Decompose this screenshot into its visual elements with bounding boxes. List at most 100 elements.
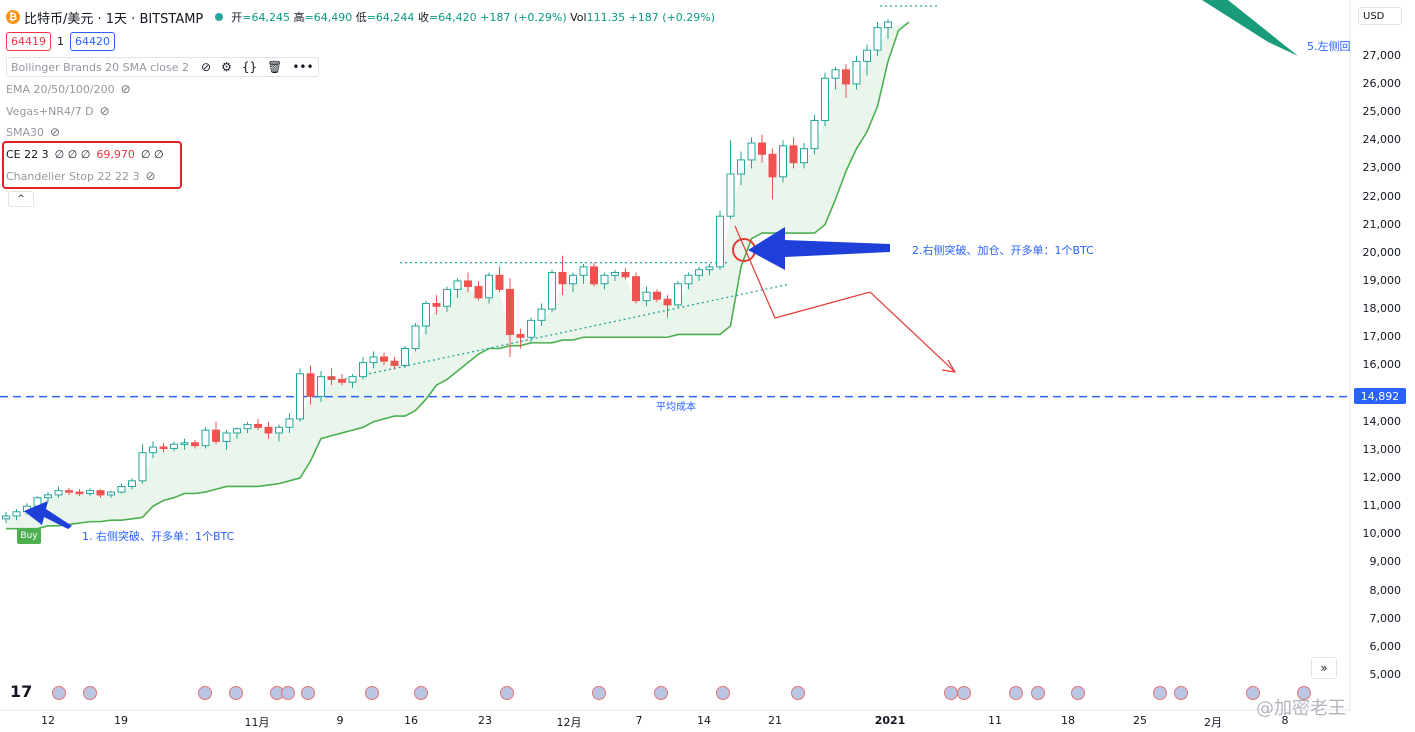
candle-down <box>327 376 336 380</box>
indicator-vegas[interactable]: Vegas+NR4/7 D ⊘ <box>6 104 110 118</box>
economic-event-flag-icon[interactable] <box>1246 686 1260 700</box>
candle-up <box>2 515 10 520</box>
economic-event-flag-icon[interactable] <box>1071 686 1085 700</box>
scroll-to-latest-button[interactable]: » <box>1311 657 1337 679</box>
price-tick-label: 23,000 <box>1362 161 1402 175</box>
economic-event-flag-icon[interactable] <box>1297 686 1311 700</box>
more-icon[interactable]: ••• <box>292 60 314 74</box>
quantity-label: 1 <box>57 35 64 48</box>
candle-up <box>128 480 136 487</box>
economic-event-flag-icon[interactable] <box>716 686 730 700</box>
candle-down <box>842 69 850 85</box>
candle-up <box>296 373 304 420</box>
candle-down <box>380 356 388 362</box>
economic-event-flag-icon[interactable] <box>791 686 805 700</box>
eye-slash-icon[interactable]: ⊘ <box>120 82 131 96</box>
indicator-values: ∅ ∅ <box>140 148 164 161</box>
avg-cost-label: 平均成本 <box>656 402 696 413</box>
date-tick-label: 11 <box>988 714 1002 727</box>
candle-down <box>96 490 105 496</box>
price-tick-label: 11,000 <box>1362 499 1402 513</box>
blue-arrow-1 <box>24 501 72 529</box>
candle-up <box>821 77 829 121</box>
economic-event-flag-icon[interactable] <box>500 686 514 700</box>
symbol-header[interactable]: ₿ 比特币/美元 · 1天 · BITSTAMP 开=64,245 高=64,4… <box>6 7 715 27</box>
economic-event-flag-icon[interactable] <box>1009 686 1023 700</box>
economic-event-flag-icon[interactable] <box>1031 686 1045 700</box>
blue-arrow-2 <box>748 227 890 270</box>
economic-event-flag-icon[interactable] <box>52 686 66 700</box>
candle-up <box>453 280 462 290</box>
candle-up <box>863 49 871 62</box>
candle-down <box>632 276 640 302</box>
candle-up <box>800 148 808 164</box>
ask-price-box[interactable]: 64420 <box>70 32 115 51</box>
date-tick-label: 14 <box>697 714 711 727</box>
economic-event-flag-icon[interactable] <box>957 686 971 700</box>
indicator-ce[interactable]: CE 22 3 ∅ ∅ ∅ 69,970 ∅ ∅ <box>6 148 164 161</box>
candle-down <box>621 272 630 278</box>
price-tick-label: 13,000 <box>1362 442 1402 456</box>
economic-event-flag-icon[interactable] <box>1153 686 1167 700</box>
annotation-2: 2.右侧突破、加仓、开多单：1个BTC <box>912 244 1094 257</box>
candle-down <box>516 333 525 338</box>
currency-selector[interactable]: USD <box>1358 7 1402 25</box>
trash-icon[interactable]: 🗑 <box>267 60 283 74</box>
candle-up <box>149 446 157 454</box>
watermark: @加密老王 <box>1256 698 1346 719</box>
economic-event-flag-icon[interactable] <box>198 686 212 700</box>
code-icon[interactable]: {} <box>241 60 258 74</box>
economic-event-flag-icon[interactable] <box>1174 686 1188 700</box>
indicator-label: Bollinger Brands 20 SMA close 2 <box>11 60 189 74</box>
candle-down <box>495 274 504 290</box>
indicator-ema[interactable]: EMA 20/50/100/200 ⊘ <box>6 82 131 96</box>
economic-event-flag-icon[interactable] <box>83 686 97 700</box>
indicator-sma30[interactable]: SMA30 ⊘ <box>6 125 60 139</box>
candle-down <box>768 153 777 178</box>
candle-up <box>716 215 724 268</box>
economic-event-flag-icon[interactable] <box>365 686 379 700</box>
price-tick-label: 24,000 <box>1362 133 1402 147</box>
economic-event-flag-icon[interactable] <box>414 686 428 700</box>
collapse-legend-button[interactable]: ^ <box>8 191 34 207</box>
economic-event-flag-icon[interactable] <box>281 686 295 700</box>
price-tick-label: 14,000 <box>1362 414 1402 428</box>
eye-slash-icon[interactable]: ⊘ <box>50 125 61 139</box>
indicator-bollinger[interactable]: Bollinger Brands 20 SMA close 2 ⊘ ⚙ {} 🗑… <box>6 57 319 77</box>
date-tick-label: 23 <box>478 714 492 727</box>
candle-down <box>264 426 273 434</box>
eye-slash-icon[interactable]: ⊘ <box>145 169 156 183</box>
candle-up <box>369 356 378 364</box>
candle-up <box>810 119 819 150</box>
candle-down <box>464 280 472 288</box>
economic-event-flag-icon[interactable] <box>592 686 606 700</box>
economic-event-flag-icon[interactable] <box>229 686 243 700</box>
candle-down <box>338 378 346 383</box>
settings-icon[interactable]: ⚙ <box>221 60 232 74</box>
candle-up <box>695 269 703 276</box>
candle-down <box>590 266 598 285</box>
date-tick-label: 12月 <box>556 716 582 729</box>
economic-event-flag-icon[interactable] <box>301 686 315 700</box>
symbol-title[interactable]: 比特币/美元 · 1天 · BITSTAMP <box>24 11 204 27</box>
price-tick-label: 6,000 <box>1369 639 1402 653</box>
eye-icon[interactable]: ⊘ <box>201 60 212 74</box>
economic-event-flag-icon[interactable] <box>654 686 668 700</box>
date-tick-label: 2月 <box>1204 716 1222 729</box>
price-tick-label: 16,000 <box>1362 358 1402 372</box>
economic-event-flag-icon[interactable] <box>944 686 958 700</box>
candle-up <box>422 302 430 327</box>
candle-up <box>107 491 115 496</box>
candle-up <box>747 142 756 161</box>
candle-up <box>852 60 861 85</box>
price-tick-label: 12,000 <box>1362 471 1402 484</box>
tradingview-logo[interactable]: 17 <box>10 682 33 701</box>
candle-down <box>306 373 315 397</box>
indicator-chandelier[interactable]: Chandelier Stop 22 22 3 ⊘ <box>6 169 156 183</box>
bid-price-box[interactable]: 64419 <box>6 32 51 51</box>
price-tick-label: 19,000 <box>1362 273 1402 287</box>
candle-up <box>884 21 892 29</box>
candle-up <box>233 428 241 434</box>
eye-slash-icon[interactable]: ⊘ <box>99 104 110 118</box>
